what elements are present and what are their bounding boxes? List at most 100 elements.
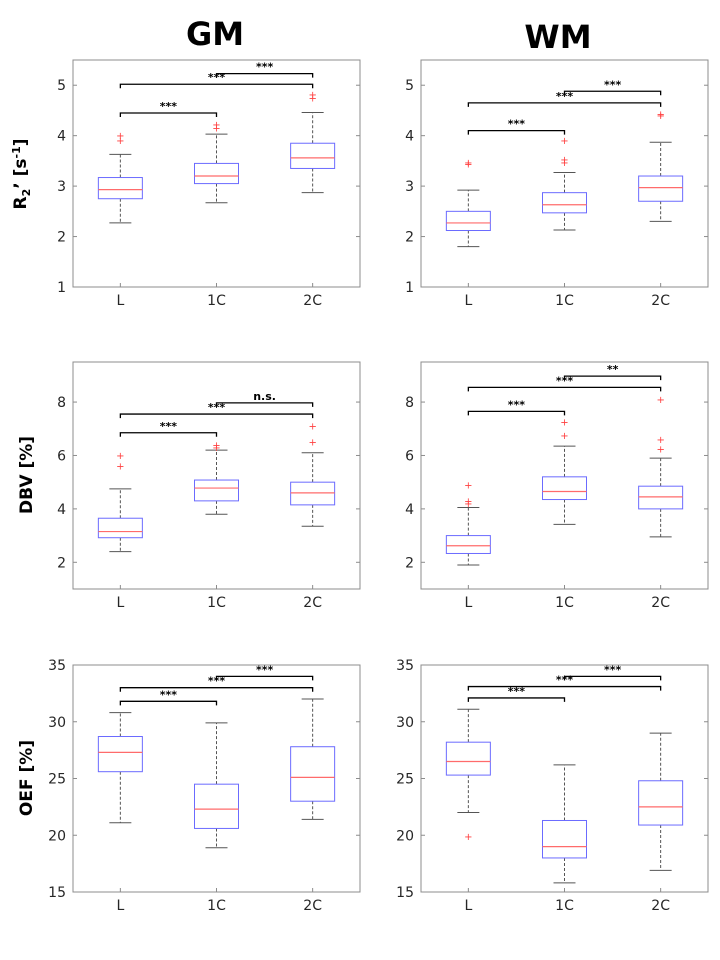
box-L <box>97 712 143 824</box>
significance-bracket <box>467 697 566 702</box>
box-iqr <box>542 192 587 214</box>
y-tick-label: 20 <box>396 828 414 844</box>
box-iqr <box>638 175 684 202</box>
y-tick-label: 2 <box>57 555 66 571</box>
ylabel-oef: OEF [%] <box>17 740 37 816</box>
significance-bracket <box>119 112 218 117</box>
x-tick-label: 1C <box>555 898 574 914</box>
x-tick-label: 1C <box>555 595 574 611</box>
x-tick-label: 2C <box>303 595 322 611</box>
outlier-point: + <box>212 440 220 451</box>
y-tick-label: 3 <box>57 179 66 195</box>
outlier-point: + <box>308 422 316 433</box>
outlier-point: + <box>212 120 220 131</box>
significance-label: *** <box>256 663 274 676</box>
x-tick-label: 2C <box>651 595 670 611</box>
outlier-point: + <box>212 124 220 135</box>
y-tick-label: 35 <box>48 658 66 674</box>
outlier-point: + <box>116 131 124 142</box>
x-tick-label: L <box>464 293 472 309</box>
y-tick-label: 30 <box>48 715 66 731</box>
box-2C: ++ <box>290 422 336 527</box>
significance-label: n.s. <box>253 390 276 403</box>
column-title-wm: WM <box>524 18 591 56</box>
axes-frame <box>72 361 361 590</box>
ylabel-r2prime-end: ] <box>11 138 31 146</box>
outlier-point: + <box>656 109 664 120</box>
x-tick-label: 1C <box>207 293 226 309</box>
x-tick-label: 1C <box>207 898 226 914</box>
significance-bracket <box>119 687 314 692</box>
ylabel-r2prime: R2’ [s-1] <box>10 138 33 209</box>
box-iqr <box>445 535 491 554</box>
x-tick-label: 2C <box>303 293 322 309</box>
box-iqr <box>97 736 143 773</box>
y-tick-label: 30 <box>396 715 414 731</box>
axes-frame <box>72 59 361 288</box>
outlier-point: + <box>308 90 316 101</box>
significance-bracket <box>467 102 662 107</box>
y-tick-label: 2 <box>405 555 414 571</box>
x-tick-label: 2C <box>651 898 670 914</box>
y-tick-label: 5 <box>405 78 414 94</box>
significance-label: *** <box>604 663 622 676</box>
box-1C: +++ <box>542 136 587 231</box>
box-L: + <box>445 708 491 843</box>
significance-label: *** <box>508 118 526 131</box>
y-tick-label: 4 <box>57 502 66 518</box>
y-tick-label: 15 <box>48 885 66 901</box>
box-2C: ++ <box>290 90 336 194</box>
outlier-point: + <box>464 480 472 491</box>
ylabel-r2prime-sup: -1 <box>10 146 23 158</box>
significance-bracket <box>215 675 314 681</box>
ylabel-r2prime-main: R <box>11 196 31 209</box>
outlier-point: + <box>656 111 664 122</box>
y-tick-label: 6 <box>405 448 414 464</box>
significance-bracket <box>119 413 314 419</box>
y-tick-label: 3 <box>405 179 414 195</box>
significance-bracket <box>215 72 314 78</box>
outlier-point: + <box>464 496 472 507</box>
box-1C: ++ <box>194 120 239 204</box>
x-tick-label: 1C <box>207 595 226 611</box>
significance-label: *** <box>556 374 574 387</box>
box-iqr <box>194 162 239 185</box>
outlier-point: + <box>560 158 568 169</box>
outlier-point: + <box>656 395 664 406</box>
ylabel-dbv: DBV [%] <box>17 436 37 514</box>
significance-label: *** <box>604 78 622 91</box>
box-L: +++ <box>445 480 491 566</box>
x-tick-label: 1C <box>555 293 574 309</box>
box-1C: ++ <box>542 418 587 525</box>
significance-label: *** <box>256 61 274 74</box>
x-tick-label: 2C <box>651 293 670 309</box>
box-1C: ++ <box>194 440 239 515</box>
outlier-point: + <box>116 136 124 147</box>
box-2C: +++ <box>638 395 684 538</box>
panel-gm-oef: 15 20 25 30 35 L 1C 2C *** *** *** <box>48 658 361 914</box>
box-iqr <box>97 517 143 539</box>
significance-label: ** <box>607 363 619 376</box>
ylabel-r2prime-rest: ’ [s <box>11 159 31 189</box>
outlier-point: + <box>656 444 664 455</box>
y-tick-label: 15 <box>396 885 414 901</box>
significance-label: *** <box>556 90 574 103</box>
outlier-point: + <box>656 435 664 446</box>
outlier-point: + <box>560 431 568 442</box>
box-1C <box>194 722 239 849</box>
box-iqr <box>97 177 143 200</box>
box-2C <box>290 698 336 820</box>
significance-bracket <box>467 386 662 392</box>
significance-label: *** <box>160 688 178 701</box>
y-tick-label: 4 <box>405 502 414 518</box>
y-tick-label: 2 <box>405 230 414 246</box>
significance-label: *** <box>508 398 526 411</box>
box-iqr <box>542 476 587 501</box>
box-iqr <box>445 741 491 776</box>
y-tick-label: 8 <box>57 395 66 411</box>
x-tick-label: L <box>464 898 472 914</box>
